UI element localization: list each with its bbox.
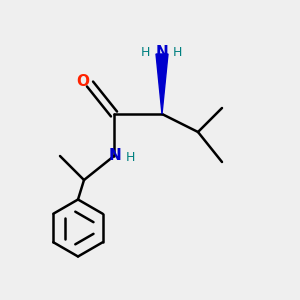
Text: N: N	[156, 45, 168, 60]
Text: N: N	[109, 148, 122, 164]
Text: O: O	[76, 74, 89, 89]
Polygon shape	[156, 54, 168, 114]
Text: H: H	[126, 151, 135, 164]
Text: H: H	[173, 46, 182, 59]
Text: H: H	[141, 46, 150, 59]
